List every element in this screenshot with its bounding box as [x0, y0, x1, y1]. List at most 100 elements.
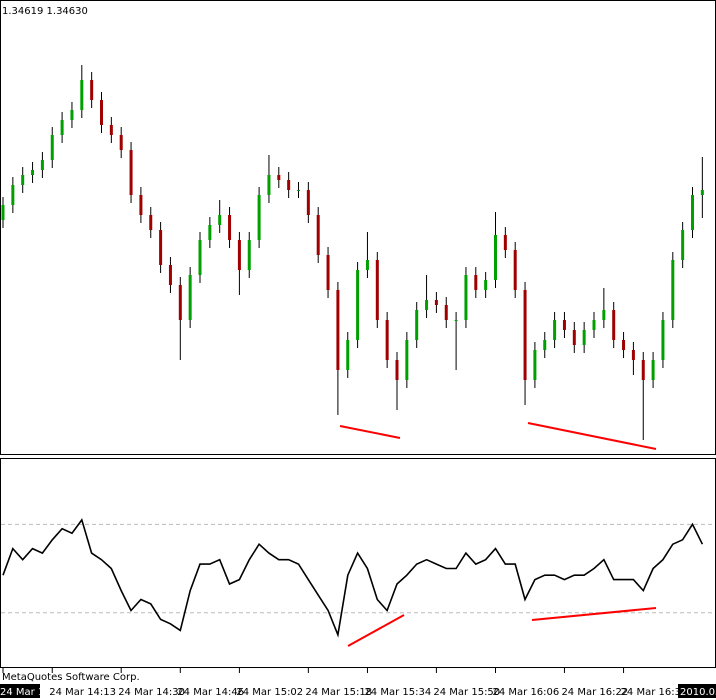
candle-body: [641, 360, 645, 380]
indicator-line: [2, 518, 704, 638]
indicator-panel: [0, 458, 716, 668]
candle-body: [326, 255, 330, 290]
candle-body: [365, 260, 369, 270]
candle-body: [336, 290, 340, 370]
price-layer: [1, 65, 704, 440]
cursor-time-box: [0, 684, 40, 698]
candle-body: [503, 235, 507, 250]
footer: MetaQuotes Software Corp.: [2, 672, 140, 683]
candle-body: [631, 350, 635, 360]
candle-body: [356, 270, 360, 340]
candle-body: [484, 280, 488, 290]
candle-body: [228, 215, 232, 240]
candle-body: [287, 180, 291, 190]
candle-body: [395, 360, 399, 380]
candle-body: [700, 190, 704, 195]
candle-body: [425, 300, 429, 310]
candle-body: [198, 240, 202, 275]
candle-body: [316, 215, 320, 255]
candle-body: [21, 175, 25, 185]
candle-body: [612, 310, 616, 340]
candle-body: [178, 285, 182, 320]
divergence-line: [527, 422, 657, 450]
divergence-line: [347, 614, 405, 647]
candle-body: [31, 170, 35, 175]
candle-body: [70, 110, 74, 120]
candle-body: [109, 125, 113, 135]
candle-body: [533, 350, 537, 380]
candle-body: [602, 310, 606, 320]
candle-body: [159, 230, 163, 265]
x-tick-label: 24 Mar 14:00: [0, 687, 67, 698]
x-tick-label: 24 Mar 15:34: [364, 687, 431, 698]
candle-body: [297, 190, 300, 191]
candle-body: [464, 275, 468, 320]
time-axis-bg: [0, 668, 716, 700]
candle-body: [80, 80, 84, 110]
candle-body: [237, 240, 241, 270]
x-tick-label: 24 Mar 15:02: [236, 687, 303, 698]
candle-body: [188, 275, 192, 320]
x-tick-label: 24 Mar 16:06: [493, 687, 560, 698]
candle-body: [218, 215, 222, 225]
x-tick-label: 24 Mar 15:18: [305, 687, 372, 698]
candle-body: [681, 230, 685, 260]
candle-body: [454, 320, 458, 321]
candle-body: [90, 80, 94, 100]
candle-body: [543, 340, 547, 350]
x-tick-label: 24 Mar 14:13: [49, 687, 116, 698]
candle-body: [119, 135, 123, 150]
candle-body: [661, 320, 665, 360]
time-marker: 2010.03: [680, 687, 716, 698]
candle-body: [385, 320, 389, 360]
candle-body: [129, 150, 133, 195]
candle-body: [149, 215, 153, 230]
price-panel: [0, 0, 716, 455]
candle-body: [592, 320, 596, 330]
x-tick-label: 24 Mar 14:46: [177, 687, 244, 698]
candle-body: [434, 300, 438, 305]
candle-body: [582, 330, 586, 345]
candle-body: [622, 340, 626, 350]
candle-body: [553, 320, 557, 340]
candle-body: [50, 135, 54, 160]
candle-body: [671, 260, 675, 320]
candle-body: [494, 235, 497, 280]
candle-body: [523, 290, 527, 380]
candle-body: [1, 205, 5, 220]
candle-body: [405, 340, 409, 380]
divergence-line: [531, 607, 657, 621]
x-tick-label: 24 Mar 16:22: [561, 687, 628, 698]
candle-body: [306, 190, 310, 215]
candle-body: [444, 305, 448, 320]
candle-body: [474, 275, 478, 290]
candle-body: [513, 250, 517, 290]
candle-body: [691, 195, 694, 230]
candle-body: [267, 175, 271, 195]
time-marker-box: [678, 684, 716, 698]
candle-body: [11, 185, 15, 205]
candle-body: [40, 160, 44, 170]
indicator-layer: [1, 518, 715, 638]
candle-body: [651, 360, 655, 380]
x-tick-label: 24 Mar 15:50: [433, 687, 500, 698]
candle-body: [60, 120, 64, 135]
candle-body: [277, 175, 281, 180]
price-label: 1.34619 1.34630: [2, 6, 88, 17]
divergence-line: [339, 425, 401, 439]
candle-body: [139, 195, 143, 215]
x-tick-label: 24 Mar 16:3: [621, 687, 681, 698]
candle-body: [247, 240, 251, 270]
candle-body: [375, 260, 379, 320]
candle-body: [346, 340, 350, 370]
candle-body: [572, 330, 576, 345]
candle-body: [257, 195, 261, 240]
candle-body: [208, 225, 212, 240]
candle-body: [168, 265, 172, 285]
candle-body: [100, 100, 103, 125]
x-tick-label: 24 Mar 14:30: [118, 687, 185, 698]
candle-body: [562, 320, 566, 330]
candle-body: [415, 310, 419, 340]
